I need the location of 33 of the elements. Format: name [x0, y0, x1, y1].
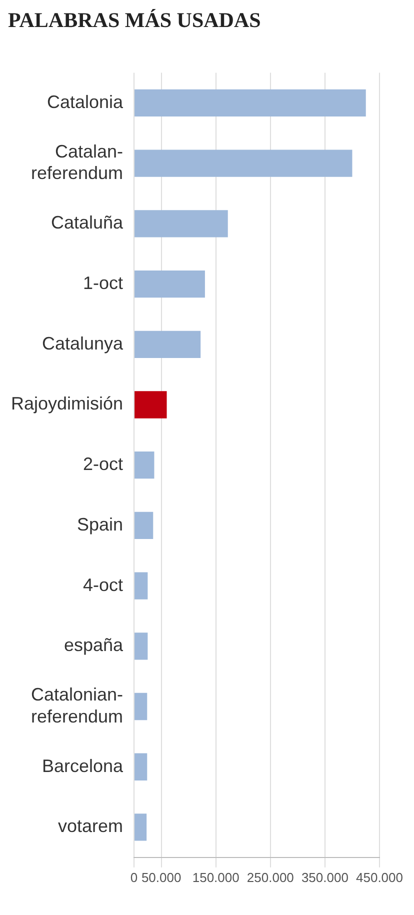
bar: [134, 572, 148, 600]
y-tick-label: Catalonia: [46, 92, 124, 112]
y-tick-label: 2-oct: [83, 454, 124, 474]
bar: [134, 753, 148, 780]
y-tick-label: Spain: [76, 514, 124, 534]
bar: [134, 512, 154, 540]
bar: [134, 692, 148, 720]
bar: [134, 391, 167, 418]
x-tick-label: 450.000: [356, 870, 404, 885]
y-tick-label: 1-oct: [83, 273, 124, 294]
bar: [134, 270, 205, 298]
y-tick-label: 4-oct: [83, 574, 124, 595]
bar: [134, 814, 147, 841]
bar: [134, 632, 148, 660]
y-tick-label: Catalunya: [42, 333, 124, 354]
chart-title: PALABRAS MÁS USADAS: [8, 8, 262, 33]
y-tick-label: Catalan-referendum: [30, 142, 124, 184]
y-tick-label: Barcelona: [42, 756, 124, 776]
bar: [134, 210, 228, 238]
bar: [134, 452, 154, 479]
y-tick-label: españa: [64, 635, 124, 656]
x-tick-label: 150.000: [192, 870, 240, 885]
y-tick-label: Cataluña: [50, 212, 124, 233]
y-tick-label: votarem: [58, 816, 124, 836]
y-tick-label: Catalonian-referendum: [30, 684, 124, 726]
x-tick-label: 250.000: [246, 870, 294, 885]
x-tick-label: 50.000: [141, 870, 182, 885]
bar: [134, 330, 201, 358]
x-tick-label: 0: [130, 870, 138, 885]
bar: [134, 150, 352, 177]
bar: [134, 89, 366, 117]
x-tick-label: 350.000: [301, 870, 348, 885]
y-tick-label: Rajoydimisión: [10, 394, 124, 414]
